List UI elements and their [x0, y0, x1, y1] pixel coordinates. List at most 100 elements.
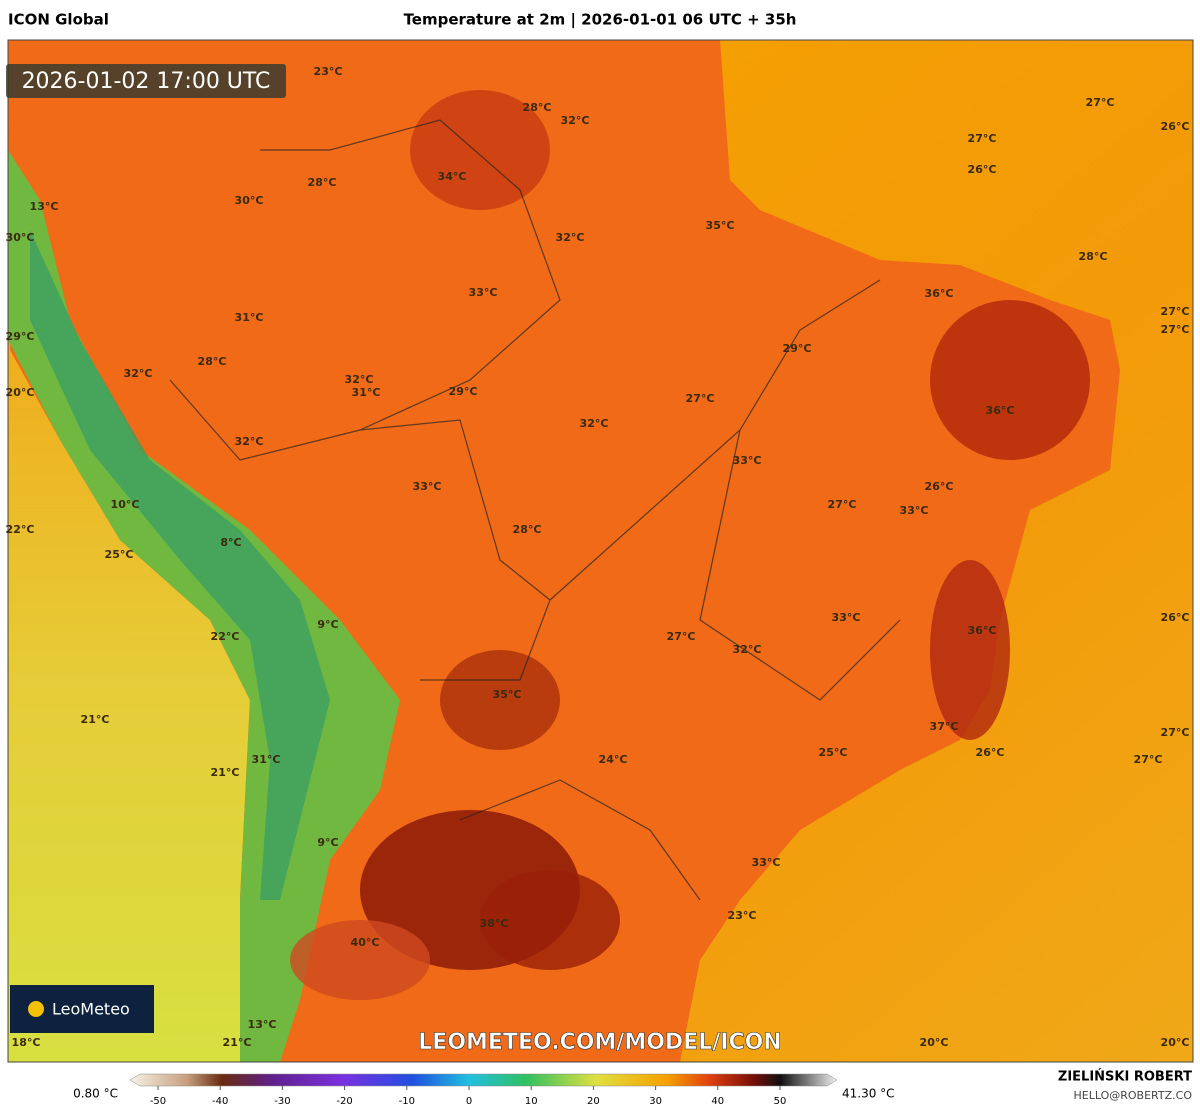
watermark: LEOMETEO.COM/MODEL/ICON [418, 1030, 781, 1055]
temperature-label: 23°C [728, 909, 757, 922]
temperature-label: 27°C [1161, 726, 1190, 739]
temperature-label: 22°C [6, 523, 35, 536]
colorbar-tick-label: -20 [336, 1096, 352, 1107]
temperature-label: 33°C [733, 454, 762, 467]
temperature-label: 36°C [986, 404, 1015, 417]
hot-area [930, 560, 1010, 740]
temperature-label: 10°C [111, 498, 140, 511]
temperature-label: 27°C [1161, 305, 1190, 318]
model-name: ICON Global [8, 11, 109, 29]
map: LeoMeteo LEOMETEO.COM/MODEL/ICON [8, 40, 1193, 1062]
temperature-label: 27°C [968, 132, 997, 145]
temperature-label: 33°C [469, 286, 498, 299]
timestamp: 2026-01-02 17:00 UTC [22, 69, 271, 94]
temperature-label: 9°C [317, 618, 338, 631]
colorbar-tick-label: 40 [711, 1096, 724, 1107]
colorbar-min: 0.80 °C [73, 1087, 118, 1101]
temperature-label: 24°C [599, 753, 628, 766]
temperature-label: 20°C [6, 386, 35, 399]
hot-area [480, 870, 620, 970]
temperature-label: 32°C [345, 373, 374, 386]
temperature-label: 33°C [413, 480, 442, 493]
temperature-label: 30°C [235, 194, 264, 207]
andes-high [30, 230, 330, 900]
temperature-label: 23°C [314, 65, 343, 78]
temperature-label: 33°C [832, 611, 861, 624]
temperature-label: 13°C [248, 1018, 277, 1031]
temperature-label: 26°C [925, 480, 954, 493]
temperature-label: 40°C [351, 936, 380, 949]
temperature-label: 27°C [667, 630, 696, 643]
temperature-label: 22°C [211, 630, 240, 643]
temperature-label: 26°C [968, 163, 997, 176]
temperature-label: 28°C [308, 176, 337, 189]
temperature-label: 32°C [561, 114, 590, 127]
temperature-label: 30°C [6, 231, 35, 244]
temperature-label: 27°C [1161, 323, 1190, 336]
temperature-label: 36°C [925, 287, 954, 300]
map-title: Temperature at 2m | 2026-01-01 06 UTC + … [404, 11, 797, 30]
temperature-label: 21°C [223, 1036, 252, 1049]
temperature-label: 8°C [220, 536, 241, 549]
colorbar-tick-label: -30 [274, 1096, 290, 1107]
borders [169, 119, 901, 901]
temperature-label: 35°C [706, 219, 735, 232]
temperature-label: 32°C [556, 231, 585, 244]
temperature-label: 32°C [733, 643, 762, 656]
colorbar-tick-label: 10 [525, 1096, 538, 1107]
temperature-label: 33°C [752, 856, 781, 869]
temperature-label: 27°C [1134, 753, 1163, 766]
temperature-label: 20°C [1161, 1036, 1190, 1049]
hot-area [410, 90, 550, 210]
temperature-label: 13°C [30, 200, 59, 213]
temperature-label: 21°C [211, 766, 240, 779]
colorbar-tick-label: -50 [150, 1096, 166, 1107]
temperature-label: 35°C [493, 688, 522, 701]
temperature-label: 9°C [317, 836, 338, 849]
temperature-label: 32°C [124, 367, 153, 380]
temperature-label: 28°C [523, 101, 552, 114]
temperature-label: 20°C [920, 1036, 949, 1049]
temperature-label: 31°C [235, 311, 264, 324]
temperature-label: 21°C [81, 713, 110, 726]
temperature-label: 26°C [976, 746, 1005, 759]
colorbar-max: 41.30 °C [842, 1087, 895, 1101]
temperature-label: 31°C [252, 753, 281, 766]
temperature-label: 32°C [235, 435, 264, 448]
logo-sun [28, 1001, 44, 1017]
email: HELLO@ROBERTZ.CO [1074, 1089, 1193, 1102]
colorbar-tick-label: 50 [774, 1096, 787, 1107]
map-frame [7, 39, 1194, 1063]
colorbar-tick-label: -40 [212, 1096, 228, 1107]
temperature-label: 38°C [480, 917, 509, 930]
timestamp-box [6, 64, 286, 98]
andes [8, 150, 400, 1062]
temperature-label: 27°C [686, 392, 715, 405]
temperature-label: 29°C [6, 330, 35, 343]
temperature-label: 32°C [580, 417, 609, 430]
temperature-label: 29°C [449, 385, 478, 398]
temperature-label: 31°C [352, 386, 381, 399]
temperature-label: 27°C [1086, 96, 1115, 109]
hot-area [290, 920, 430, 1000]
temperature-label: 37°C [930, 720, 959, 733]
temperature-label: 36°C [968, 624, 997, 637]
temperature-label: 34°C [438, 170, 467, 183]
colorbar-tick-label: -10 [399, 1096, 415, 1107]
pacific [8, 300, 250, 1062]
temperature-label: 27°C [828, 498, 857, 511]
temperature-label: 18°C [12, 1036, 41, 1049]
temperature-label: 25°C [819, 746, 848, 759]
temperature-label: 26°C [1161, 611, 1190, 624]
author: ZIELIŃSKI ROBERT [1058, 1069, 1192, 1085]
temperature-label: 28°C [198, 355, 227, 368]
temperature-label: 29°C [783, 342, 812, 355]
temperature-label: 33°C [900, 504, 929, 517]
colorbar-tick-label: 30 [649, 1096, 662, 1107]
temperature-label: 28°C [513, 523, 542, 536]
colorbar [129, 1073, 838, 1087]
hot-area [930, 300, 1090, 460]
temperature-label: 25°C [105, 548, 134, 561]
